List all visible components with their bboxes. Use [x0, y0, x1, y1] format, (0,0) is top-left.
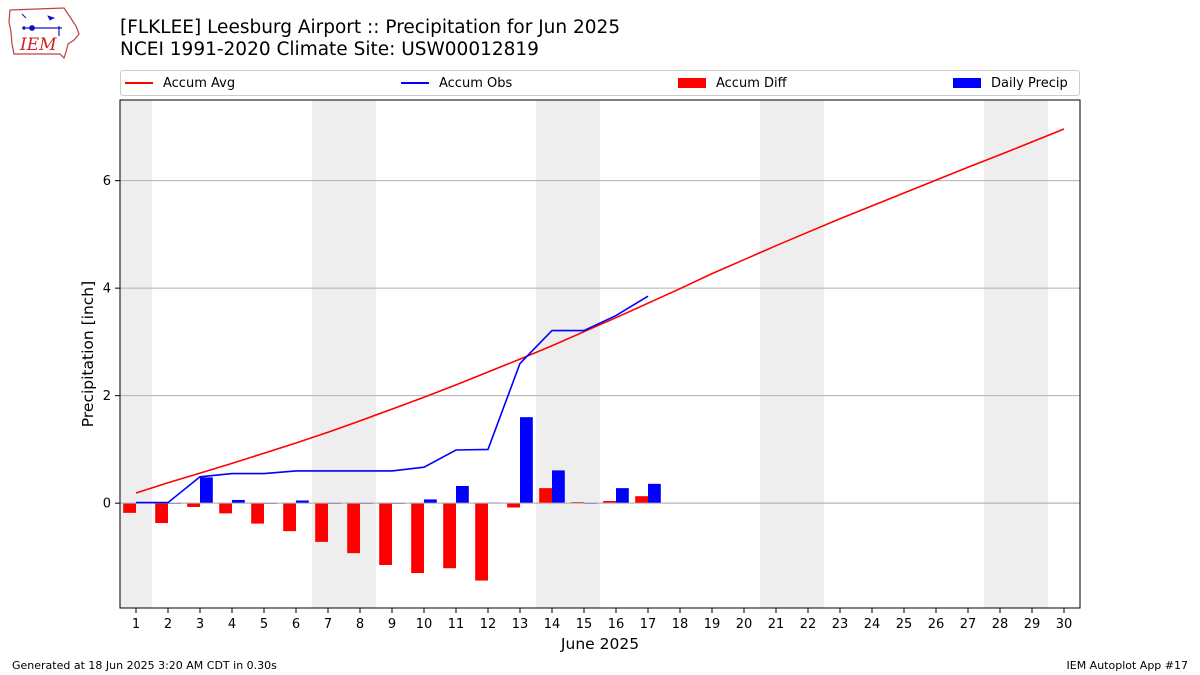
daily-precip-bar	[648, 483, 661, 504]
x-tick-label: 28	[992, 617, 1009, 632]
x-tick-label: 14	[544, 617, 561, 632]
accum-diff-bar	[571, 502, 584, 504]
x-tick-label: 2	[164, 617, 172, 632]
x-tick-label: 15	[576, 617, 593, 632]
iem-logo: IEM	[8, 7, 80, 60]
weekend-band-21	[760, 100, 792, 608]
x-tick-label: 20	[736, 617, 753, 632]
x-tick-label: 12	[480, 617, 497, 632]
generated-note: Generated at 18 Jun 2025 3:20 AM CDT in …	[12, 659, 277, 672]
x-tick-label: 18	[672, 617, 689, 632]
y-tick-label: 0	[103, 497, 111, 512]
legend-swatch-accum-avg	[125, 82, 153, 84]
accum-diff-bar	[539, 488, 552, 504]
x-tick-label: 19	[704, 617, 721, 632]
x-tick-label: 24	[864, 617, 881, 632]
x-tick-label: 5	[260, 617, 268, 632]
accum-diff-bar	[187, 503, 200, 507]
legend-item-accum-obs: Accum Obs	[401, 74, 512, 92]
x-tick-label: 17	[640, 617, 657, 632]
x-tick-label: 25	[896, 617, 913, 632]
accum-diff-bar	[635, 496, 648, 504]
iowa-outline	[8, 7, 80, 60]
accum-diff-bar	[219, 503, 232, 514]
daily-precip-bar	[616, 488, 629, 504]
x-tick-label: 30	[1056, 617, 1073, 632]
x-tick-label: 10	[416, 617, 433, 632]
accum-diff-bar	[379, 503, 392, 565]
weekend-band-15	[568, 100, 600, 608]
weekend-band-29	[1016, 100, 1048, 608]
daily-precip-bar	[552, 470, 565, 504]
x-tick-label: 27	[960, 617, 977, 632]
legend-item-accum-avg: Accum Avg	[125, 74, 235, 92]
daily-precip-bar	[296, 500, 309, 504]
x-tick-label: 7	[324, 617, 332, 632]
daily-precip-bar	[456, 485, 469, 504]
x-tick-label: 3	[196, 617, 204, 632]
x-tick-label: 11	[448, 617, 465, 632]
legend-item-accum-diff: Accum Diff	[678, 74, 787, 92]
daily-precip-bar	[232, 499, 245, 504]
x-tick-label: 22	[800, 617, 817, 632]
x-axis-label: June 2025	[560, 635, 639, 653]
weekend-band-22	[792, 100, 824, 608]
weekend-band-28	[984, 100, 1016, 608]
accum-diff-bar	[347, 503, 360, 554]
accum-diff-bar	[123, 503, 136, 513]
accum-diff-bar	[315, 503, 328, 542]
legend-label-accum-avg: Accum Avg	[163, 75, 236, 91]
weekend-band-14	[536, 100, 568, 608]
x-tick-label: 13	[512, 617, 529, 632]
x-tick-label: 6	[292, 617, 300, 632]
legend-item-daily-precip: Daily Precip	[953, 74, 1068, 92]
chart-title: [FLKLEE] Leesburg Airport :: Precipitati…	[120, 17, 620, 61]
title-line-2: NCEI 1991-2020 Climate Site: USW00012819	[120, 39, 539, 60]
accum-diff-bar	[411, 503, 424, 574]
legend-label-accum-obs: Accum Obs	[439, 75, 513, 91]
y-axis-label: Precipitation [inch]	[79, 281, 97, 427]
logo-text: IEM	[19, 35, 57, 55]
daily-precip-bar	[424, 499, 437, 504]
accum-diff-bar	[283, 503, 296, 532]
x-tick-label: 23	[832, 617, 849, 632]
x-tick-label: 1	[132, 617, 140, 632]
legend-swatch-accum-diff	[678, 78, 706, 88]
x-tick-label: 29	[1024, 617, 1041, 632]
accum-diff-bar	[155, 503, 168, 524]
weather-station-icon	[21, 13, 62, 36]
legend: Accum Avg Accum Obs Accum Diff Daily Pre…	[120, 70, 1080, 96]
accum-diff-bar	[603, 501, 616, 504]
x-tick-label: 8	[356, 617, 364, 632]
legend-label-accum-diff: Accum Diff	[716, 75, 787, 91]
accum-diff-bar	[443, 503, 456, 569]
accum-obs-line	[136, 295, 649, 504]
plot-frame	[119, 99, 1081, 609]
y-tick-label: 6	[103, 174, 111, 189]
x-tick-label: 26	[928, 617, 945, 632]
x-tick-label: 9	[388, 617, 396, 632]
x-tick-label: 21	[768, 617, 785, 632]
legend-swatch-accum-obs	[401, 82, 429, 84]
accum-avg-line	[135, 128, 1065, 494]
legend-swatch-daily-precip	[953, 78, 981, 88]
y-tick-label: 2	[103, 389, 111, 404]
accum-diff-bar	[507, 503, 520, 508]
title-line-1: [FLKLEE] Leesburg Airport :: Precipitati…	[120, 17, 621, 38]
x-tick-label: 4	[228, 617, 236, 632]
weekend-band-1	[120, 100, 152, 608]
app-note: IEM Autoplot App #17	[1066, 659, 1189, 672]
accum-diff-bar	[475, 503, 488, 581]
daily-precip-bar	[200, 477, 213, 504]
x-tick-label: 16	[608, 617, 625, 632]
accum-diff-bar	[251, 503, 264, 524]
y-tick-label: 4	[103, 282, 111, 297]
legend-label-daily-precip: Daily Precip	[991, 75, 1068, 91]
daily-precip-bar	[520, 417, 533, 504]
